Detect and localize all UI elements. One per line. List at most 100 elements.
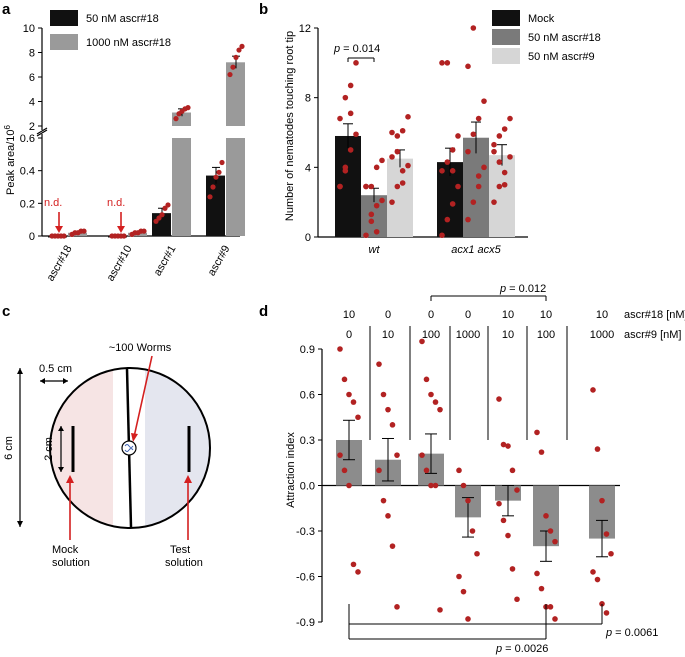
chart-b-significance: p = 0.014 bbox=[333, 43, 380, 62]
chart-a-point bbox=[210, 184, 216, 190]
chart-b-point bbox=[491, 199, 497, 205]
chart-d-p-top: p = 0.012 bbox=[499, 283, 546, 295]
chart-b-point bbox=[373, 228, 380, 235]
panel-label-a: a bbox=[2, 1, 11, 18]
chart-d: Attraction index 10 0 0 0 10 10 100 10 100 1000 10… bbox=[285, 283, 685, 655]
chart-a: Peak area/106 0 0.2 0.4 0.62 4 6 8 10 ascr#18 asc… bbox=[3, 10, 245, 283]
legend-label-1000nm: 1000 nM ascr#18 bbox=[86, 37, 171, 49]
chart-d-point bbox=[500, 517, 507, 524]
chart-d-point bbox=[599, 497, 605, 504]
diameter-label: 6 cm bbox=[3, 436, 15, 460]
chart-d-point bbox=[456, 467, 462, 474]
worms-label: ~100 Worms bbox=[109, 342, 172, 354]
chart-b-xtick-label: acx1 acx5 bbox=[451, 244, 501, 256]
chart-a-xtick-label: ascr#9 bbox=[206, 244, 233, 279]
chart-b-point bbox=[439, 232, 445, 239]
chart-d-point bbox=[437, 607, 443, 613]
chart-b-point bbox=[465, 63, 471, 70]
chart-d-point bbox=[376, 361, 382, 367]
chart-d-point bbox=[346, 391, 352, 398]
chart-b-point bbox=[342, 94, 349, 101]
chart-a-point bbox=[121, 233, 127, 239]
test-region bbox=[145, 368, 210, 528]
chart-d-point bbox=[538, 449, 545, 455]
worm-drop bbox=[121, 440, 137, 456]
chart-d-point bbox=[355, 414, 361, 421]
chart-b-point bbox=[501, 181, 508, 188]
chart-d-point bbox=[496, 500, 502, 507]
chart-b-point bbox=[347, 147, 354, 153]
chart-b-point bbox=[501, 126, 508, 132]
chart-d-point bbox=[389, 543, 396, 549]
chart-b-point bbox=[399, 168, 406, 174]
chart-d-point bbox=[608, 550, 614, 557]
chart-d-bottom-brackets: p = 0.0061 p = 0.0026 bbox=[348, 604, 658, 655]
chart-d-point bbox=[465, 497, 471, 504]
height-arrowheads bbox=[58, 426, 64, 472]
chart-d-point bbox=[394, 604, 400, 610]
chart-b-pvalue: p = 0.014 bbox=[333, 43, 380, 55]
chart-b-point bbox=[337, 115, 343, 122]
chart-d-point bbox=[552, 538, 558, 545]
chart-d-point bbox=[419, 338, 425, 345]
chart-b-point bbox=[470, 131, 477, 138]
chart-b-point bbox=[347, 82, 354, 89]
chart-a-bar bbox=[226, 138, 245, 236]
chart-d-point bbox=[432, 399, 439, 405]
assay-schematic: ~100 Worms 0.5 cm 2 cm 6 cm Mock solution… bbox=[3, 342, 211, 569]
chart-b-point bbox=[439, 168, 445, 174]
chart-d-point bbox=[346, 482, 352, 489]
chart-a-ytick-label: 2 bbox=[29, 121, 35, 133]
chart-d-axis: -0.9 -0.6 -0.3 0.0 0.3 0.6 0.9 bbox=[296, 344, 620, 629]
chart-b-ytick-label: 0 bbox=[305, 232, 311, 244]
chart-d-point bbox=[505, 532, 511, 539]
chart-d-point bbox=[547, 604, 554, 610]
chart-d-p2: p = 0.0026 bbox=[495, 643, 548, 655]
chart-b-point bbox=[481, 164, 487, 171]
chart-a-ytick-label: 6 bbox=[29, 72, 35, 84]
chart-d-point bbox=[423, 467, 430, 474]
chart-a-bar bbox=[226, 62, 245, 126]
chart-b-point bbox=[394, 183, 401, 190]
chart-d-ascr9-value: 100 bbox=[537, 329, 555, 341]
chart-b-point bbox=[465, 148, 471, 155]
chart-b-point bbox=[475, 115, 482, 122]
chart-b-point bbox=[439, 60, 445, 66]
chart-a-axis-break bbox=[36, 129, 48, 137]
chart-a-point bbox=[165, 202, 171, 208]
chart-b-point bbox=[481, 98, 487, 104]
legend-swatch-50nm bbox=[50, 10, 78, 26]
legend-swatch-ascr18 bbox=[492, 29, 520, 45]
chart-b-point bbox=[363, 183, 369, 190]
chart-b-point bbox=[444, 60, 451, 66]
chart-a-bars bbox=[48, 43, 245, 239]
chart-a-point bbox=[239, 43, 245, 49]
legend-swatch-ascr9 bbox=[492, 48, 520, 64]
chart-d-point bbox=[350, 561, 357, 568]
chart-b-ytick-label: 4 bbox=[305, 162, 311, 174]
chart-d-point bbox=[350, 399, 357, 405]
chart-d-point bbox=[469, 528, 476, 534]
chart-d-point bbox=[423, 376, 430, 383]
chart-b-point bbox=[379, 157, 385, 164]
chart-d-point bbox=[603, 531, 610, 537]
chart-b-point bbox=[507, 115, 513, 122]
chart-b-point bbox=[470, 25, 477, 31]
chart-d-ytick-label: -0.3 bbox=[296, 526, 315, 538]
chart-b-point bbox=[465, 216, 471, 223]
chart-d-ascr18-value: 10 bbox=[502, 309, 514, 321]
chart-a-axis-break bbox=[36, 127, 48, 135]
chart-b-bar bbox=[489, 155, 515, 237]
chart-b-point bbox=[373, 164, 380, 171]
chart-d-ytick-label: 0.9 bbox=[300, 344, 315, 356]
chart-a-xtick-label: ascr#1 bbox=[152, 244, 179, 279]
chart-b-bar bbox=[387, 158, 413, 237]
chart-a-axis: 0 0.2 0.4 0.62 4 6 8 10 ascr#18 ascr#10 ascr#1 ascr… bbox=[20, 23, 240, 283]
chart-b-ytick-label: 12 bbox=[299, 23, 311, 35]
chart-d-ascr18-label: ascr#18 [nM] bbox=[624, 309, 685, 321]
chart-d-ytick-label: 0.0 bbox=[300, 481, 315, 493]
chart-a-point bbox=[216, 169, 222, 175]
chart-d-ascr9-value: 100 bbox=[422, 329, 440, 341]
chart-d-ascr9-label: ascr#9 [nM] bbox=[624, 329, 681, 341]
